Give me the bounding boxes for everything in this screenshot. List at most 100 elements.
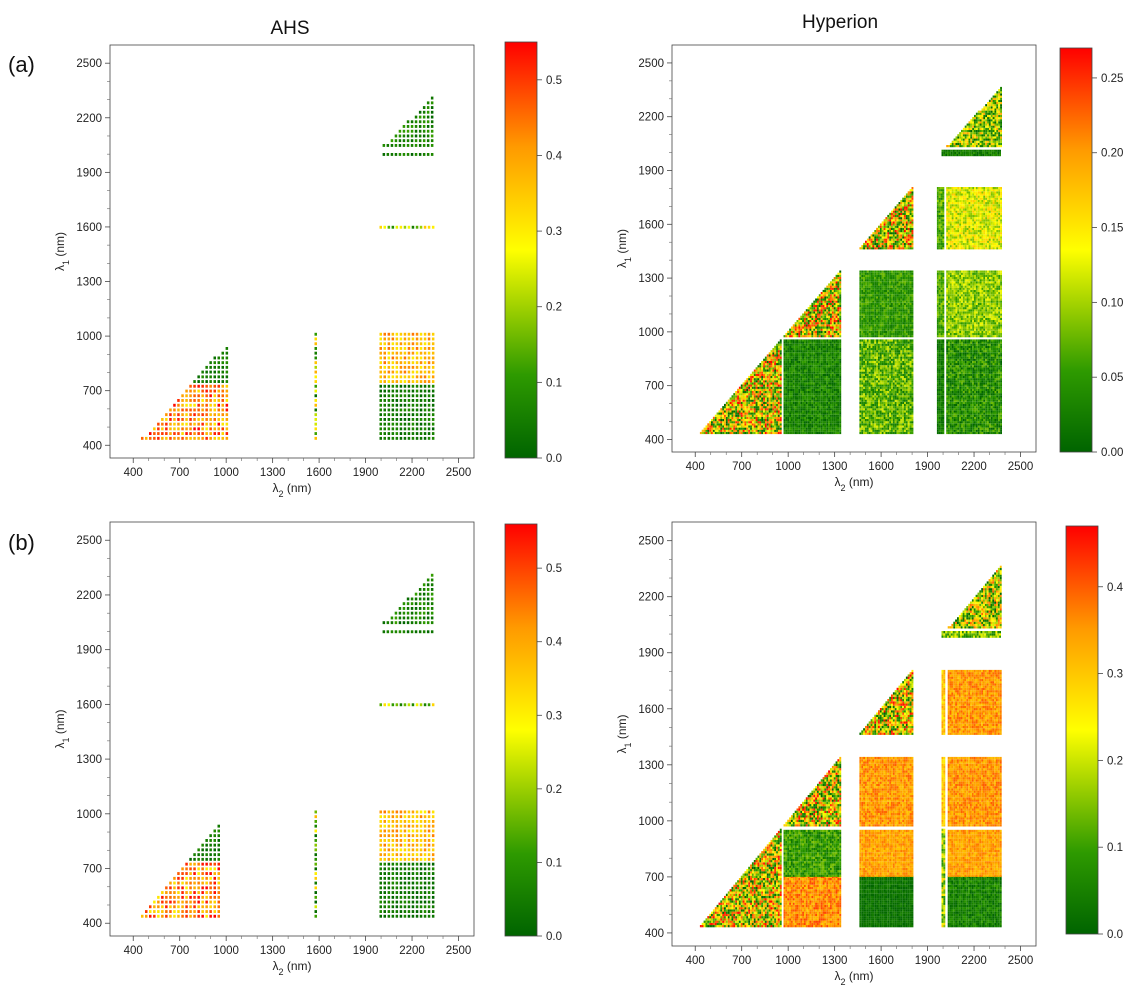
heatmap-cell xyxy=(859,354,862,357)
heatmap-cell xyxy=(881,360,884,364)
heatmap-cell xyxy=(209,384,212,388)
heatmap-cell xyxy=(783,367,786,370)
heatmap-cell xyxy=(783,371,786,374)
heatmap-cell xyxy=(830,427,832,430)
heatmap-cell xyxy=(809,414,812,417)
heatmap-cell xyxy=(885,365,888,368)
heatmap-cell xyxy=(879,382,882,385)
heatmap-cell xyxy=(874,431,877,435)
heatmap-cell xyxy=(898,429,901,432)
heatmap-cell xyxy=(707,425,710,428)
heatmap-cell xyxy=(863,395,865,398)
heatmap-cell xyxy=(735,421,738,424)
heatmap-cell xyxy=(716,431,719,435)
heatmap-cell xyxy=(835,399,838,402)
heatmap-cell xyxy=(399,356,403,360)
heatmap-cell xyxy=(804,348,806,351)
heatmap-cell xyxy=(826,367,829,370)
heatmap-cell xyxy=(900,397,903,400)
heatmap-cell xyxy=(737,421,739,424)
heatmap-cell xyxy=(776,408,778,411)
heatmap-cell xyxy=(811,388,814,391)
heatmap-cell xyxy=(794,427,797,430)
heatmap-cell xyxy=(422,144,426,147)
heatmap-cell xyxy=(707,427,710,430)
heatmap-cell xyxy=(936,358,939,361)
heatmap-cell xyxy=(962,395,965,398)
heatmap-cell xyxy=(833,363,836,366)
heatmap-cell xyxy=(387,342,391,346)
heatmap-cell xyxy=(193,413,196,417)
heatmap-cell xyxy=(800,399,803,402)
heatmap-cell xyxy=(951,339,954,342)
heatmap-cell xyxy=(883,348,886,351)
heatmap-cell xyxy=(835,419,838,422)
heatmap-cell xyxy=(872,378,875,381)
heatmap-cell xyxy=(822,371,825,374)
heatmap-cell xyxy=(942,341,945,344)
heatmap-cell xyxy=(772,395,775,398)
heatmap-cell xyxy=(863,369,865,372)
heatmap-cell xyxy=(423,225,427,229)
heatmap-cell xyxy=(907,343,910,346)
heatmap-cell xyxy=(892,391,895,394)
heatmap-cell xyxy=(419,380,423,383)
heatmap-cell xyxy=(831,423,834,426)
heatmap-cell xyxy=(826,423,829,426)
heatmap-cell xyxy=(748,384,751,387)
heatmap-cell xyxy=(911,339,914,342)
heatmap-cell xyxy=(737,423,739,426)
heatmap-cell xyxy=(861,378,864,381)
heatmap-cell xyxy=(833,384,836,387)
heatmap-cell xyxy=(414,153,418,156)
heatmap-cell xyxy=(391,332,395,336)
heatmap-cell xyxy=(387,365,391,369)
heatmap-cell xyxy=(802,416,804,419)
heatmap-cell xyxy=(866,401,869,404)
heatmap-cell xyxy=(953,425,956,428)
heatmap-cell xyxy=(213,370,216,374)
heatmap-cell xyxy=(911,399,914,402)
heatmap-cell xyxy=(169,427,172,431)
heatmap-cell xyxy=(820,384,823,387)
heatmap-cell xyxy=(883,397,886,400)
heatmap-cell xyxy=(896,408,899,411)
heatmap-cell xyxy=(757,371,760,374)
heatmap-cell xyxy=(820,414,823,417)
heatmap-cell xyxy=(729,410,732,413)
heatmap-cell xyxy=(800,356,803,359)
heatmap-cell xyxy=(874,403,877,407)
heatmap-cell xyxy=(831,431,834,435)
heatmap-cell xyxy=(415,225,419,229)
heatmap-cell xyxy=(399,342,403,346)
heatmap-cell xyxy=(835,410,838,413)
heatmap-cell xyxy=(817,365,819,368)
heatmap-cell xyxy=(902,365,905,368)
heatmap-cell xyxy=(157,432,160,435)
heatmap-cell xyxy=(751,419,754,422)
heatmap-cell xyxy=(430,110,434,114)
heatmap-cell xyxy=(936,391,939,394)
heatmap-cell xyxy=(395,408,399,412)
heatmap-cell xyxy=(209,380,212,383)
heatmap-cell xyxy=(379,365,382,369)
heatmap-cell xyxy=(817,427,819,430)
heatmap-cell xyxy=(197,427,200,431)
heatmap-cell xyxy=(729,421,732,424)
heatmap-cell xyxy=(714,414,717,417)
heatmap-cell xyxy=(761,429,764,432)
heatmap-cell xyxy=(835,382,838,385)
heatmap-cell xyxy=(953,345,956,348)
heatmap-cell xyxy=(774,391,777,394)
heatmap-cell xyxy=(861,410,864,413)
heatmap-cell xyxy=(794,384,797,387)
heatmap-cell xyxy=(787,399,790,402)
heatmap-cell xyxy=(189,389,192,393)
heatmap-cell xyxy=(779,412,782,415)
heatmap-cell xyxy=(911,363,914,366)
heatmap-cell xyxy=(909,345,912,348)
heatmap-cell xyxy=(727,414,730,417)
heatmap-cell xyxy=(876,408,878,411)
heatmap-cell xyxy=(892,408,895,411)
heatmap-cell xyxy=(792,423,795,426)
